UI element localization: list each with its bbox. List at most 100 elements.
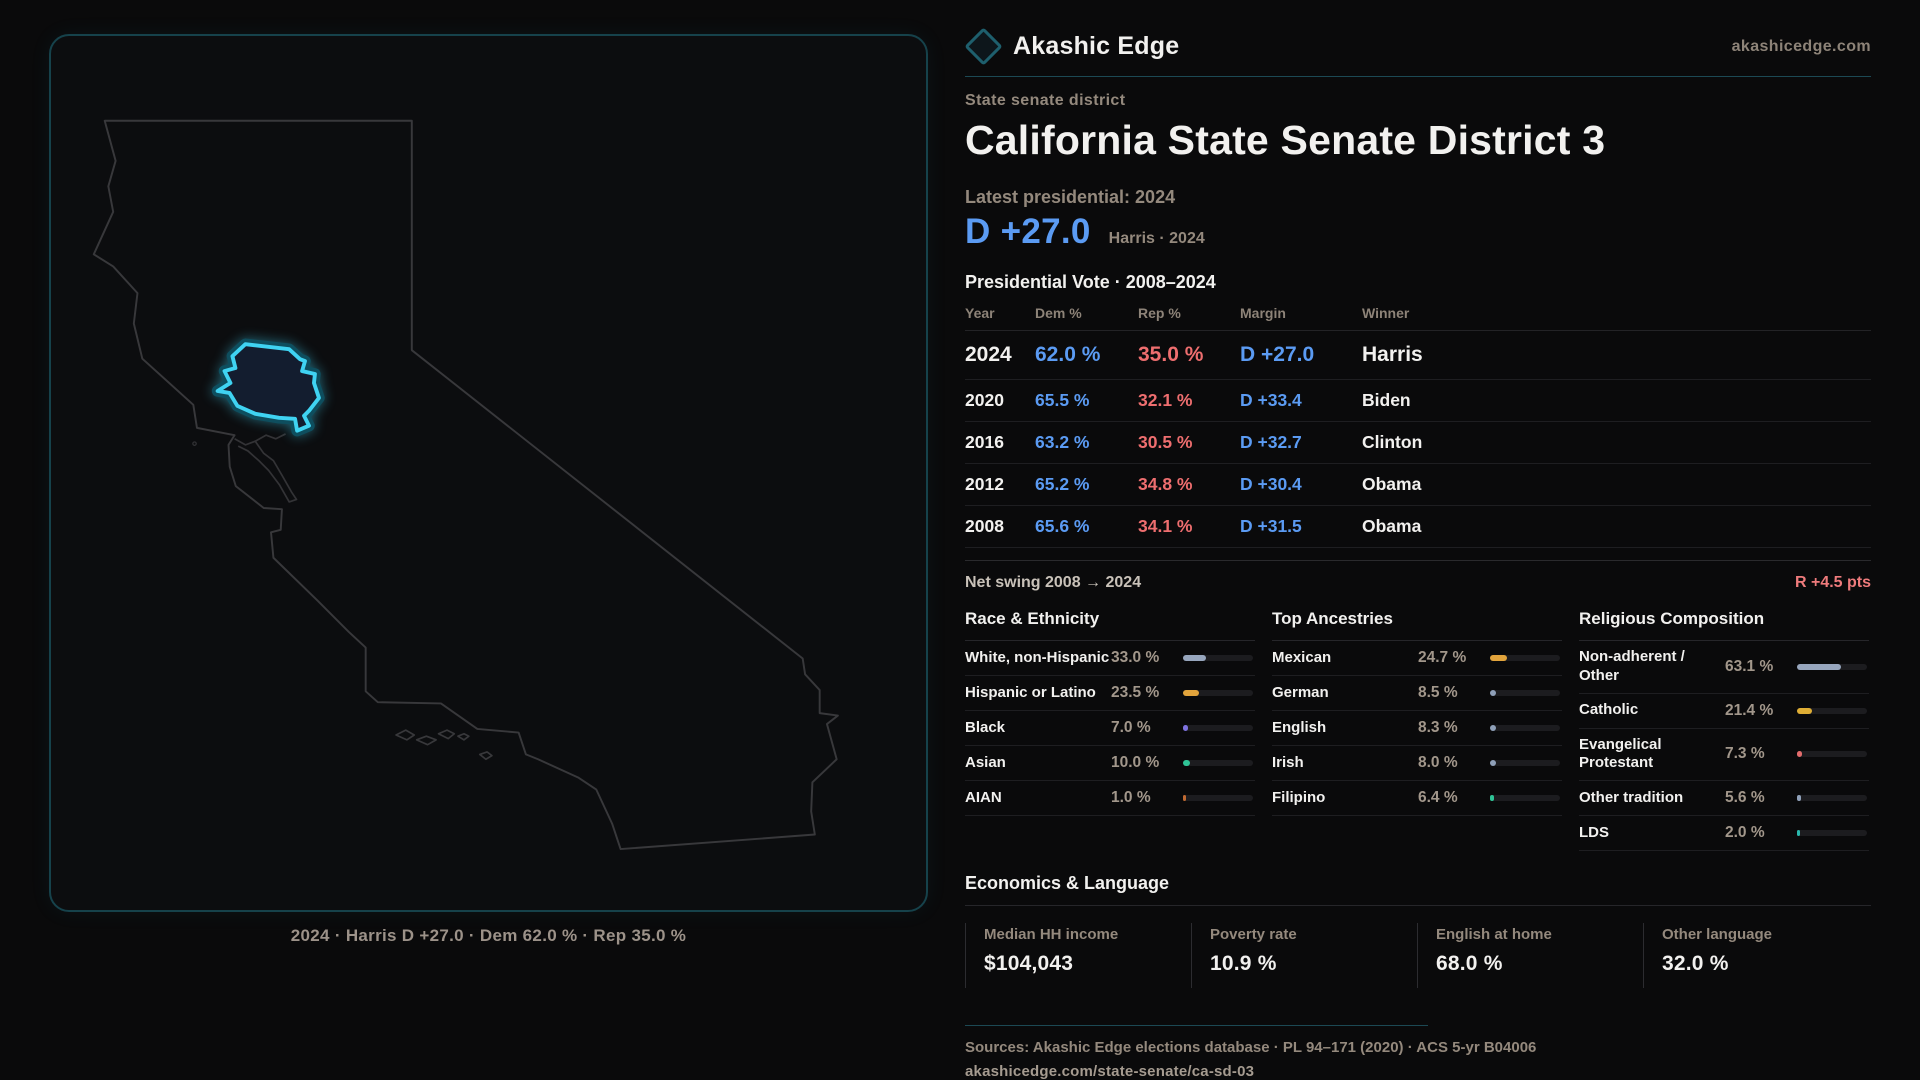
vote-table-row: 2024 62.0 % 35.0 % D +27.0 Harris — [965, 331, 1871, 381]
demographic-label: Catholic — [1579, 701, 1639, 719]
demographics-columns: Race & Ethnicity White, non-Hispanic 33.… — [965, 609, 1871, 852]
latest-winner-note: Harris · 2024 — [1108, 230, 1205, 248]
vote-winner: Obama — [1362, 516, 1422, 537]
demographic-label: Mexican — [1272, 648, 1332, 666]
vote-dem-pct: 65.6 % — [1035, 516, 1090, 537]
demographic-bar-fill — [1490, 690, 1496, 697]
brand-header: Akashic Edge akashicedge.com — [964, 27, 1871, 66]
permalink: akashicedge.com/state-senate/ca-sd-03 — [965, 1063, 1255, 1080]
vote-rep-pct: 32.1 % — [1138, 390, 1193, 411]
economics-divider — [965, 905, 1871, 907]
demographic-bar-fill — [1797, 663, 1842, 670]
demographic-value: 7.3 % — [1725, 745, 1765, 763]
economics-stat: Other language 32.0 % — [1643, 923, 1869, 989]
stat-label: Median HH income — [984, 926, 1119, 944]
stat-value: 10.9 % — [1210, 952, 1277, 976]
demographic-label: Evangelical Protestant — [1579, 735, 1662, 772]
economics-title: Economics & Language — [965, 873, 1170, 894]
demographics-column-title: Top Ancestries — [1272, 609, 1562, 642]
demographic-bar-fill — [1183, 690, 1200, 697]
demographic-bar-track — [1797, 663, 1867, 670]
demographic-value: 6.4 % — [1418, 789, 1458, 807]
footer: Sources: Akashic Edge elections database… — [965, 1025, 1871, 1080]
vote-margin: D +30.4 — [1240, 474, 1302, 495]
vote-table-body: 2024 62.0 % 35.0 % D +27.0 Harris 2020 6… — [965, 331, 1871, 549]
demographic-label: White, non-Hispanic — [965, 648, 1110, 666]
demographic-row: Black 7.0 % — [965, 711, 1255, 747]
district-shape[interactable] — [211, 338, 325, 437]
demographic-row: LDS 2.0 % — [1579, 816, 1869, 852]
demographic-row: White, non-Hispanic 33.0 % — [965, 641, 1255, 677]
vote-table-row: 2020 65.5 % 32.1 % D +33.4 Biden — [965, 380, 1871, 423]
demographic-value: 8.3 % — [1418, 719, 1458, 737]
delta-coastline — [254, 433, 286, 442]
demographic-value: 63.1 % — [1725, 657, 1774, 675]
demographic-value: 10.0 % — [1111, 754, 1160, 772]
demographic-row: AIAN 1.0 % — [965, 781, 1255, 817]
demographic-row: Other tradition 5.6 % — [1579, 781, 1869, 817]
stat-value: 68.0 % — [1436, 952, 1503, 976]
demographic-row: English 8.3 % — [1272, 711, 1562, 747]
vote-dem-pct: 63.2 % — [1035, 432, 1090, 453]
stat-value: 32.0 % — [1662, 952, 1729, 976]
footer-divider — [965, 1025, 1428, 1027]
demographic-value: 8.5 % — [1418, 684, 1458, 702]
vote-year: 2016 — [965, 432, 1004, 453]
col-winner: Winner — [1362, 305, 1410, 322]
col-year: Year — [965, 305, 995, 322]
demographic-bar-track — [1490, 795, 1560, 802]
vote-year: 2012 — [965, 474, 1004, 495]
demographic-row: Mexican 24.7 % — [1272, 641, 1562, 677]
demographics-rows: Mexican 24.7 % German 8.5 % English 8.3 … — [1272, 641, 1562, 817]
vote-rep-pct: 34.1 % — [1138, 516, 1193, 537]
demographics-rows: Non-adherent / Other 63.1 % Catholic 21.… — [1579, 641, 1869, 852]
demographic-bar-track — [1490, 690, 1560, 697]
net-swing-row: Net swing 2008 → 2024 R +4.5 pts — [965, 574, 1871, 592]
vote-winner: Harris — [1362, 343, 1423, 367]
vote-table-row: 2016 63.2 % 30.5 % D +32.7 Clinton — [965, 422, 1871, 465]
demographics-column: Religious Composition Non-adherent / Oth… — [1579, 609, 1869, 852]
stat-value: $104,043 — [984, 952, 1074, 976]
vote-winner: Clinton — [1362, 432, 1423, 453]
demographic-row: Catholic 21.4 % — [1579, 694, 1869, 729]
latest-margin-row: D +27.0 Harris · 2024 — [965, 212, 1871, 252]
demographic-bar-fill — [1490, 655, 1508, 662]
vote-rep-pct: 30.5 % — [1138, 432, 1193, 453]
demographic-bar-fill — [1490, 725, 1496, 732]
demographic-value: 33.0 % — [1111, 649, 1160, 667]
economics-stat: Poverty rate 10.9 % — [1191, 923, 1417, 989]
california-map — [92, 119, 839, 851]
demographic-label: German — [1272, 683, 1329, 701]
demographic-bar-track — [1797, 795, 1867, 802]
col-rep: Rep % — [1138, 305, 1181, 322]
latest-presidential-label: Latest presidential: 2024 — [965, 187, 1176, 208]
vote-margin: D +27.0 — [1240, 343, 1315, 367]
demographic-value: 2.0 % — [1725, 824, 1765, 842]
demographic-label: Asian — [965, 753, 1006, 771]
vote-winner: Obama — [1362, 474, 1422, 495]
col-margin: Margin — [1240, 305, 1286, 322]
stat-label: English at home — [1436, 926, 1552, 944]
demographic-bar-fill — [1797, 795, 1801, 802]
demographic-bar-track — [1490, 760, 1560, 767]
demographic-row: Filipino 6.4 % — [1272, 781, 1562, 817]
vote-dem-pct: 62.0 % — [1035, 343, 1101, 367]
farallon-island — [192, 441, 197, 446]
brand-url: akashicedge.com — [1731, 37, 1871, 55]
demographic-row: Hispanic or Latino 23.5 % — [965, 676, 1255, 712]
demographic-row: Non-adherent / Other 63.1 % — [1579, 641, 1869, 694]
demographic-value: 23.5 % — [1111, 684, 1160, 702]
demographic-bar-fill — [1183, 655, 1207, 662]
demographic-label: LDS — [1579, 823, 1609, 841]
demographic-bar-fill — [1797, 707, 1812, 714]
net-swing-label: Net swing 2008 → 2024 — [965, 574, 1142, 592]
demographic-bar-track — [1490, 725, 1560, 732]
vote-winner: Biden — [1362, 390, 1411, 411]
demographic-bar-track — [1490, 655, 1560, 662]
vote-table-header: Year Dem % Rep % Margin Winner — [965, 293, 1871, 332]
demographic-label: Hispanic or Latino — [965, 683, 1096, 701]
demographics-rows: White, non-Hispanic 33.0 % Hispanic or L… — [965, 641, 1255, 817]
demographic-bar-track — [1183, 795, 1253, 802]
demographics-column-title: Religious Composition — [1579, 609, 1869, 642]
